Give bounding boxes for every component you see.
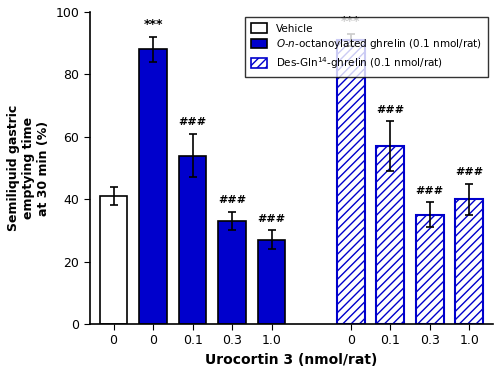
Text: ###: ###	[178, 117, 206, 128]
Legend: Vehicle, $\it{O}$-$\it{n}$-octanoylated ghrelin (0.1 nmol/rat), Des-Gln$^{14}$-g: Vehicle, $\it{O}$-$\it{n}$-octanoylated …	[244, 17, 488, 77]
Bar	[456, 199, 483, 324]
Text: ###: ###	[376, 105, 404, 115]
Text: ***: ***	[144, 18, 163, 31]
Text: ###: ###	[416, 186, 444, 196]
Bar	[178, 156, 206, 324]
Bar	[376, 146, 404, 324]
Text: ###: ###	[218, 196, 246, 205]
Text: ###: ###	[258, 214, 285, 224]
Bar	[139, 49, 167, 324]
X-axis label: Urocortin 3 (nmol/rat): Urocortin 3 (nmol/rat)	[205, 353, 378, 367]
Bar	[416, 215, 444, 324]
Bar	[337, 40, 364, 324]
Text: ###: ###	[456, 168, 483, 177]
Bar	[100, 196, 128, 324]
Bar	[258, 240, 285, 324]
Y-axis label: Semiliquid gastric
emptying time
at 30 min (%): Semiliquid gastric emptying time at 30 m…	[7, 105, 50, 231]
Bar	[218, 221, 246, 324]
Text: ***: ***	[341, 15, 360, 28]
